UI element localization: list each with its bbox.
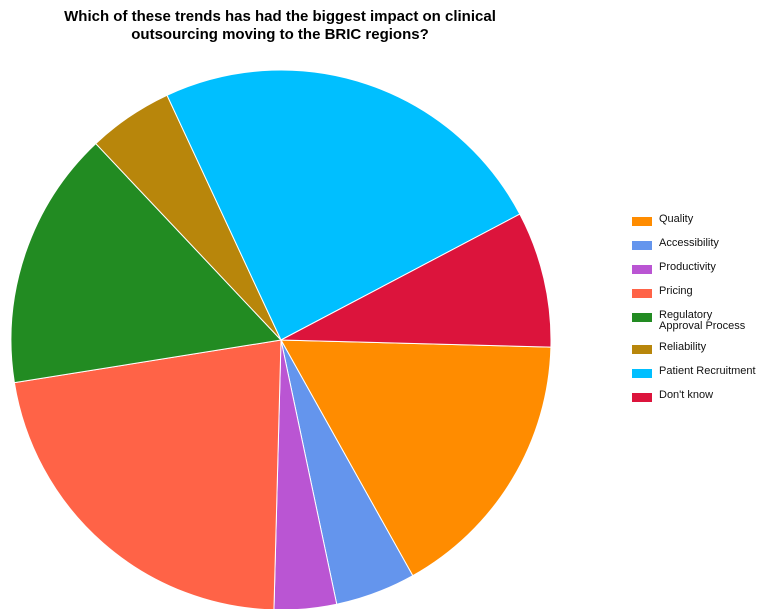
legend-item-don-t-know: Don't know — [632, 390, 766, 414]
legend-swatch-patient-recruitment — [632, 369, 652, 378]
pie-slice-quality — [280, 339, 552, 577]
legend-swatch-pricing — [632, 289, 652, 298]
legend-label-productivity: Productivity — [659, 261, 716, 273]
legend-item-productivity: Productivity — [632, 262, 766, 286]
legend-swatch-regulatory-approval-process — [632, 313, 652, 322]
legend-item-accessibility: Accessibility — [632, 238, 766, 262]
legend-swatch-quality — [632, 217, 652, 226]
chart-title: Which of these trends has had the bigges… — [0, 8, 560, 44]
chart-title-line-2: outsourcing moving to the BRIC regions? — [131, 26, 429, 43]
legend-item-patient-recruitment: Patient Recruitment — [632, 366, 766, 390]
legend-label-quality: Quality — [659, 213, 694, 225]
legend-label-regulatory-approval-process: Regulatory Approval Process — [659, 309, 746, 332]
legend-item-pricing: Pricing — [632, 286, 766, 310]
legend-item-reliability: Reliability — [632, 342, 766, 366]
legend-label-patient-recruitment: Patient Recruitment — [659, 365, 756, 377]
legend-label-don-t-know: Don't know — [659, 389, 714, 401]
pie-slice-don-t-know — [279, 213, 552, 348]
pie-slice-regulatory-approval-process — [10, 142, 283, 384]
legend-swatch-don-t-know — [632, 393, 652, 402]
legend-swatch-reliability — [632, 345, 652, 354]
pie-slice-pricing — [13, 339, 282, 609]
legend-swatch-productivity — [632, 265, 652, 274]
legend-item-quality: Quality — [632, 214, 766, 238]
legend-item-regulatory-approval-process: Regulatory Approval Process — [632, 310, 766, 342]
pie-slice-patient-recruitment — [166, 69, 521, 341]
legend-label-pricing: Pricing — [659, 285, 693, 297]
chart-legend: Quality Accessibility Productivity Pricing R… — [632, 214, 766, 414]
legend-label-accessibility: Accessibility — [659, 237, 719, 249]
legend-swatch-accessibility — [632, 241, 652, 250]
chart-title-line-1: Which of these trends has had the bigges… — [64, 8, 496, 25]
legend-label-reliability: Reliability — [659, 341, 707, 353]
